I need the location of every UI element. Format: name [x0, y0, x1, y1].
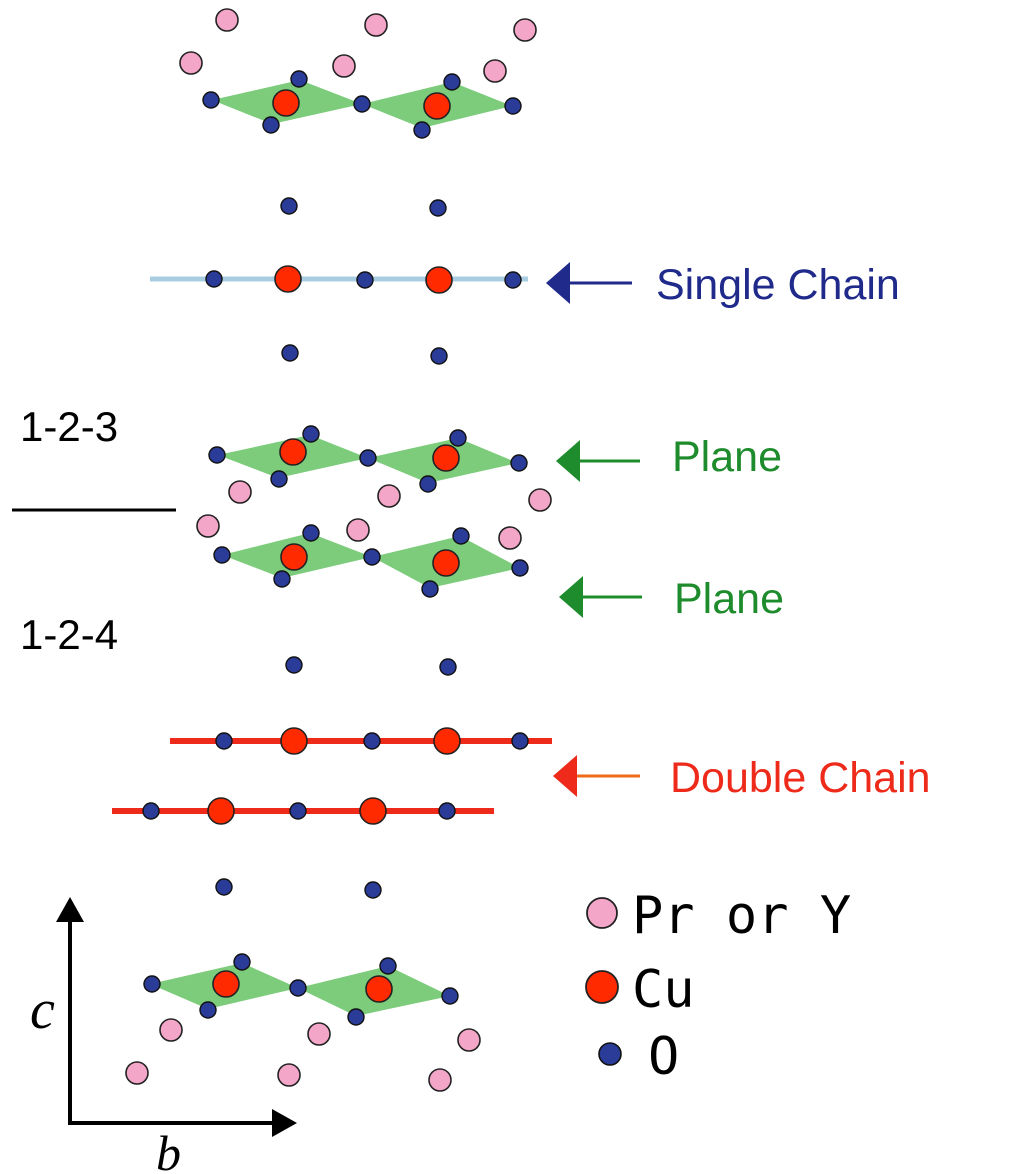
- atoms: [125, 8, 552, 1092]
- legend-cu-label: Cu: [632, 960, 695, 1020]
- plane-arrow-upper: [556, 440, 640, 482]
- plane-arrow-lower: [559, 576, 642, 618]
- cu-atoms: [207, 89, 461, 1003]
- legend-o-label: O: [648, 1027, 679, 1087]
- plane-label-lower: Plane: [674, 575, 784, 623]
- legend-pr-y-icon: [586, 897, 618, 929]
- o-atoms: [142, 70, 529, 1026]
- single-chain-label: Single Chain: [656, 261, 900, 309]
- double-chain-arrow: [553, 755, 640, 797]
- plane-label-upper: Plane: [672, 433, 782, 481]
- axis-arrows: [56, 897, 297, 1137]
- legend-o-icon: [598, 1042, 622, 1066]
- single-chain-arrow: [546, 262, 632, 304]
- legend-pr-y-label: Pr or Y: [632, 886, 851, 946]
- phase-124-label: 1-2-4: [20, 611, 118, 658]
- b-axis-label: b: [156, 1125, 181, 1174]
- c-axis-label: c: [30, 979, 55, 1041]
- legend: Pr or Y Cu O: [585, 886, 851, 1087]
- legend-cu-icon: [585, 970, 619, 1004]
- pr-y-atoms: [125, 8, 552, 1092]
- phase-123-label: 1-2-3: [20, 403, 118, 450]
- double-chain-label: Double Chain: [670, 754, 931, 802]
